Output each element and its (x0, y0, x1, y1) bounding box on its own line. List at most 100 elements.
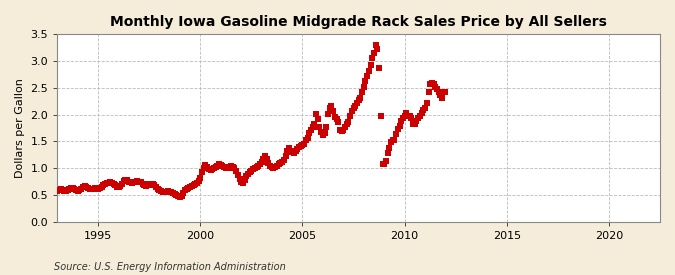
Point (92, 187, 103, 191)
Point (124, 179, 134, 184)
Point (258, 157, 269, 161)
Point (225, 163, 236, 168)
Point (166, 190, 177, 194)
Point (122, 178, 132, 183)
Point (433, 90, 444, 94)
Point (227, 164, 238, 169)
Title: Monthly Iowa Gasoline Midgrade Rack Sales Price by All Sellers: Monthly Iowa Gasoline Midgrade Rack Sale… (110, 15, 607, 29)
Point (314, 125, 325, 130)
Point (372, 47, 383, 51)
Point (379, 162, 389, 166)
Point (430, 85, 441, 89)
Point (234, 177, 245, 182)
Point (357, 90, 368, 94)
Point (254, 162, 265, 166)
Y-axis label: Dollars per Gallon: Dollars per Gallon (15, 78, 25, 178)
Point (86, 187, 97, 191)
Point (299, 141, 310, 146)
Point (328, 109, 339, 114)
Point (307, 125, 318, 130)
Point (98, 183, 109, 188)
Point (91, 186, 102, 191)
Point (326, 103, 337, 108)
Point (271, 163, 282, 168)
Point (423, 90, 434, 94)
Point (346, 109, 357, 113)
Point (81, 185, 92, 189)
Point (171, 193, 182, 197)
Point (217, 163, 227, 168)
Point (437, 95, 448, 100)
Point (57, 187, 68, 192)
Point (115, 184, 126, 189)
Point (55, 186, 66, 191)
Point (65, 186, 76, 190)
Point (231, 169, 242, 174)
Point (317, 133, 328, 137)
Point (248, 167, 259, 171)
Point (358, 85, 369, 89)
Point (74, 188, 85, 192)
Point (157, 189, 168, 194)
Point (236, 180, 246, 184)
Point (108, 182, 119, 186)
Point (369, 51, 379, 55)
Point (343, 119, 354, 124)
Point (389, 138, 400, 142)
Point (125, 180, 136, 184)
Point (428, 82, 439, 86)
Point (137, 182, 148, 186)
Point (406, 116, 416, 121)
Point (168, 191, 179, 195)
Point (105, 180, 115, 184)
Point (246, 169, 256, 173)
Point (178, 191, 189, 196)
Point (186, 184, 197, 188)
Point (352, 101, 362, 105)
Point (193, 179, 204, 183)
Point (232, 173, 243, 177)
Point (149, 183, 160, 188)
Point (153, 186, 163, 191)
Point (288, 151, 299, 155)
Point (275, 161, 286, 165)
Point (59, 189, 70, 193)
Point (52, 188, 63, 193)
Point (130, 179, 141, 184)
Point (120, 178, 131, 182)
Point (161, 189, 171, 194)
Point (53, 187, 64, 192)
Point (221, 166, 232, 170)
Point (205, 167, 216, 172)
Point (239, 178, 250, 182)
Point (214, 162, 225, 167)
Point (140, 184, 151, 188)
Point (261, 156, 272, 161)
Point (410, 122, 421, 126)
Point (300, 138, 311, 142)
Point (287, 150, 298, 154)
Point (139, 183, 150, 188)
Point (355, 95, 366, 100)
Point (404, 114, 415, 118)
Point (72, 189, 83, 193)
Point (182, 187, 192, 191)
Point (224, 164, 235, 169)
Point (387, 138, 398, 142)
Point (348, 106, 359, 111)
Point (192, 180, 202, 185)
Point (263, 161, 274, 165)
Point (316, 130, 327, 134)
Point (350, 103, 360, 108)
Point (202, 164, 213, 169)
Point (306, 128, 317, 132)
Point (144, 182, 155, 186)
Point (256, 160, 267, 164)
Point (408, 122, 418, 126)
Point (142, 183, 153, 187)
Point (207, 167, 217, 171)
Point (273, 162, 284, 166)
Point (82, 186, 93, 190)
Point (164, 189, 175, 194)
Point (270, 165, 281, 169)
